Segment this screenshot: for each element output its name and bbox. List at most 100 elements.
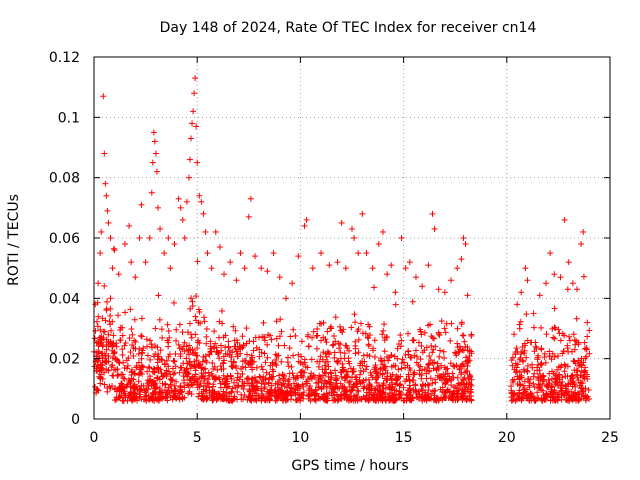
scatter-point-bg xyxy=(273,318,280,325)
scatter-point-bg xyxy=(183,365,190,372)
scatter-point-bg xyxy=(152,385,159,392)
scatter-point-bg xyxy=(371,337,378,344)
scatter-point-bg xyxy=(459,386,466,393)
scatter-point-bg xyxy=(100,342,107,349)
scatter-point-bg xyxy=(186,377,193,384)
scatter-point-bg xyxy=(566,394,573,401)
scatter-point xyxy=(458,256,465,263)
scatter-point-bg xyxy=(392,362,399,369)
scatter-point-bg xyxy=(388,376,395,383)
scatter-point-bg xyxy=(302,363,309,370)
scatter-point-bg xyxy=(401,397,408,404)
scatter-point-bg xyxy=(535,381,542,388)
scatter-point xyxy=(148,189,155,196)
scatter-point-bg xyxy=(322,350,329,357)
scatter-point-bg xyxy=(213,394,220,401)
scatter-point-bg xyxy=(259,366,266,373)
scatter-point xyxy=(363,250,370,257)
scatter-point-bg xyxy=(205,376,212,383)
scatter-point-bg xyxy=(264,354,271,361)
scatter-point xyxy=(301,222,308,229)
scatter-point xyxy=(462,241,469,248)
scatter-point xyxy=(97,250,104,257)
scatter-point-bg xyxy=(163,357,170,364)
scatter-point-bg xyxy=(581,369,588,376)
scatter-point-bg xyxy=(509,397,516,404)
scatter-point-bg xyxy=(412,347,419,354)
scatter-point xyxy=(569,280,576,287)
scatter-point-bg xyxy=(523,354,530,361)
scatter-point-bg xyxy=(317,353,324,360)
scatter-point-bg xyxy=(144,368,151,375)
scatter-point-bg xyxy=(135,359,142,366)
scatter-point-bg xyxy=(325,363,332,370)
scatter-point-bg xyxy=(97,336,104,343)
scatter-point-bg xyxy=(569,374,576,381)
scatter-point-bg xyxy=(112,386,119,393)
scatter-point xyxy=(115,271,122,278)
scatter-point-bg xyxy=(407,354,414,361)
scatter-point xyxy=(419,283,426,290)
scatter-point-bg xyxy=(533,345,540,352)
scatter-point-bg xyxy=(138,355,145,362)
scatter-point-bg xyxy=(258,349,265,356)
scatter-point xyxy=(165,235,172,241)
scatter-point-bg xyxy=(403,376,410,383)
scatter-point-bg xyxy=(511,376,518,383)
scatter-point-bg xyxy=(209,359,216,366)
scatter-point-bg xyxy=(99,315,106,322)
scatter-point-bg xyxy=(218,366,225,373)
scatter-point xyxy=(282,295,289,302)
scatter-point-bg xyxy=(431,392,438,399)
scatter-point-bg xyxy=(225,397,232,404)
scatter-point-bg xyxy=(176,394,183,401)
scatter-point-bg xyxy=(191,358,198,365)
scatter-point-bg xyxy=(222,344,229,351)
scatter-point-bg xyxy=(137,386,144,393)
scatter-point-bg xyxy=(459,395,466,402)
scatter-point-bg xyxy=(232,327,239,334)
scatter-point-bg xyxy=(167,382,174,389)
scatter-point-bg xyxy=(436,353,443,360)
scatter-point-bg xyxy=(144,380,151,387)
scatter-point-bg xyxy=(411,352,418,359)
scatter-point-bg xyxy=(326,380,333,387)
scatter-point-bg xyxy=(530,324,537,331)
scatter-point-bg xyxy=(573,315,580,322)
scatter-point-bg xyxy=(295,382,302,389)
scatter-point-bg xyxy=(381,337,388,344)
scatter-point-bg xyxy=(120,375,127,382)
scatter-point-bg xyxy=(351,311,358,318)
scatter-point-bg xyxy=(393,387,400,394)
scatter-point-bg xyxy=(200,354,207,361)
scatter-point-bg xyxy=(165,343,172,350)
scatter-point-bg xyxy=(578,368,585,375)
scatter-point-bg xyxy=(410,371,417,378)
scatter-point-bg xyxy=(339,360,346,367)
scatter-point-bg xyxy=(239,378,246,385)
scatter-point-bg xyxy=(396,382,403,389)
scatter-point-bg xyxy=(207,348,214,355)
scatter-point-bg xyxy=(586,327,593,334)
scatter-point-bg xyxy=(258,397,265,404)
scatter-point-bg xyxy=(312,396,319,403)
scatter-point-bg xyxy=(226,397,233,404)
scatter-point xyxy=(233,277,240,284)
scatter-point-bg xyxy=(257,374,264,381)
scatter-point-bg xyxy=(433,366,440,373)
scatter-point-bg xyxy=(136,371,143,378)
scatter-point-bg xyxy=(154,359,161,366)
scatter-point-bg xyxy=(570,357,577,364)
scatter-point xyxy=(138,201,145,208)
scatter-point-bg xyxy=(261,385,268,392)
scatter-point-bg xyxy=(532,343,539,350)
scatter-point-bg xyxy=(114,372,121,379)
scatter-point-bg xyxy=(537,361,544,368)
scatter-point-bg xyxy=(246,388,253,395)
scatter-point-bg xyxy=(163,393,170,400)
scatter-point-bg xyxy=(158,356,165,363)
scatter-point-bg xyxy=(106,383,113,390)
scatter-point-bg xyxy=(567,380,574,387)
scatter-point-bg xyxy=(304,331,311,338)
scatter-point-bg xyxy=(382,363,389,370)
